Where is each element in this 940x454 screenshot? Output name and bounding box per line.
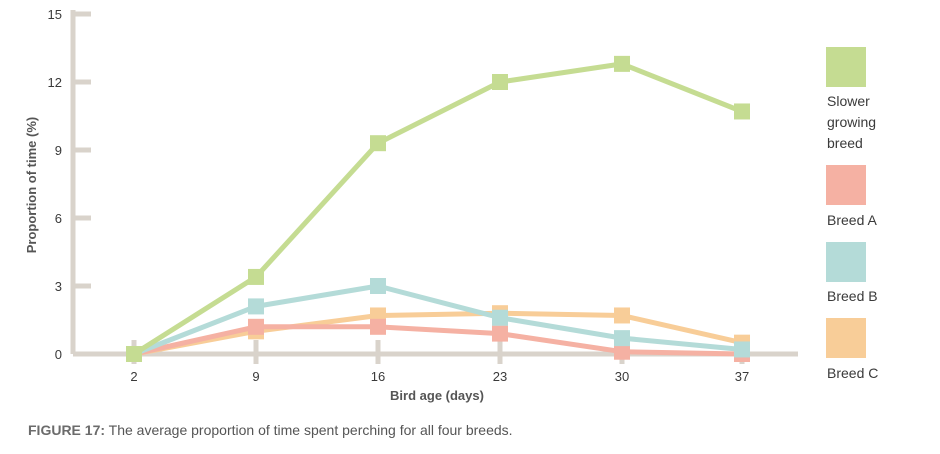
x-tick-label: 37 [735,369,749,384]
series-group [126,55,750,362]
legend-swatch-breed-a [826,165,866,205]
y-tick-label: 3 [55,279,62,294]
data-point-slower-growing-breed [614,55,630,72]
data-point-breed-a [614,343,630,360]
series-line-breed-c [133,310,743,357]
series-line-breed-a [133,324,743,357]
legend-swatch-slower-growing-breed [826,47,866,87]
caption-lead: FIGURE 17: [28,422,106,438]
y-axis-title: Proportion of time (%) [24,117,39,254]
legend-swatch-breed-c [826,318,866,358]
data-point-breed-c [614,307,630,324]
y-tick-label: 0 [55,347,62,362]
data-point-slower-growing-breed [248,268,264,285]
legend-label-breed-a: Breed A [827,212,877,228]
x-tick-label: 9 [252,369,259,384]
y-tick-label: 9 [55,143,62,158]
x-tick-label: 2 [130,369,137,384]
data-point-breed-b [734,341,750,358]
legend-swatch-breed-b [826,242,866,282]
legend-label-slower-growing-breed: growing [827,114,876,130]
legend-label-breed-c: Breed C [827,365,878,381]
data-point-breed-b [248,298,264,315]
series-line-slower-growing-breed [132,61,743,357]
legend: Slower growing breed Breed A Breed B Breed C [826,47,878,381]
y-tick-label: 6 [55,211,62,226]
x-tick-label: 23 [493,369,507,384]
legend-label-slower-growing-breed: breed [827,135,863,151]
data-point-breed-b [614,330,630,347]
legend-label-slower-growing-breed: Slower [827,93,870,109]
y-tick-label: 15 [48,7,62,22]
data-point-slower-growing-breed [734,103,750,120]
figure-caption: FIGURE 17: The average proportion of tim… [28,422,513,438]
series-line-breed-b [133,283,743,357]
data-point-breed-a [492,325,508,342]
y-axis-ticks: 0 3 6 9 12 15 [48,7,91,362]
data-point-breed-a [370,318,386,335]
x-axis-ticks: 2 9 16 23 30 37 [130,340,749,384]
data-point-breed-a [248,318,264,335]
data-point-slower-growing-breed [126,346,142,362]
data-point-slower-growing-breed [370,135,386,152]
x-axis-title: Bird age (days) [390,388,484,403]
x-tick-label: 16 [371,369,385,384]
x-tick-label: 30 [615,369,629,384]
data-point-breed-b [370,278,386,294]
data-point-breed-b [492,309,508,326]
legend-label-breed-b: Breed B [827,288,878,304]
data-point-slower-growing-breed [492,74,508,90]
caption-text: The average proportion of time spent per… [105,422,513,438]
y-tick-label: 12 [48,75,62,90]
